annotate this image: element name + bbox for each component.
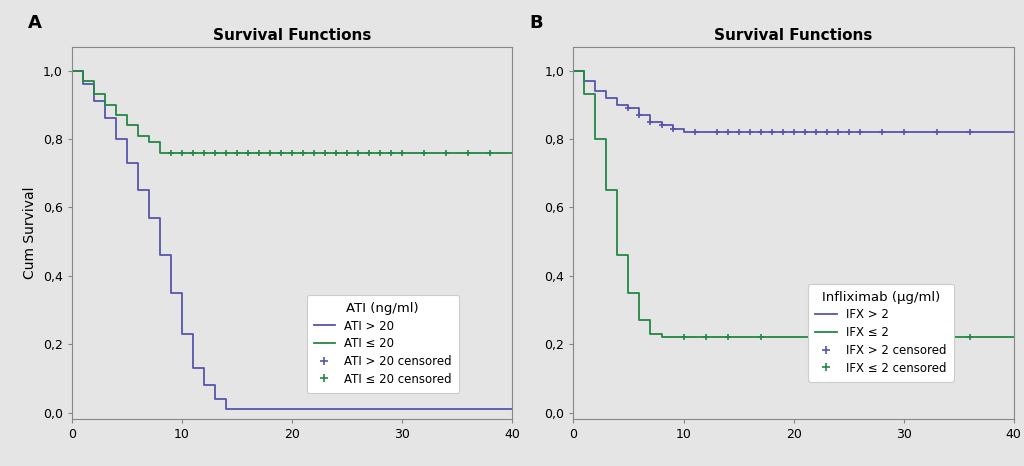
Y-axis label: Cum Survival: Cum Survival [24, 187, 37, 279]
Legend: ATI > 20, ATI ≤ 20, ATI > 20 censored, ATI ≤ 20 censored: ATI > 20, ATI ≤ 20, ATI > 20 censored, A… [306, 295, 459, 393]
Legend: IFX > 2, IFX ≤ 2, IFX > 2 censored, IFX ≤ 2 censored: IFX > 2, IFX ≤ 2, IFX > 2 censored, IFX … [808, 284, 953, 382]
Text: B: B [529, 14, 543, 32]
Title: Survival Functions: Survival Functions [715, 27, 872, 43]
Title: Survival Functions: Survival Functions [213, 27, 371, 43]
Text: A: A [28, 14, 42, 32]
